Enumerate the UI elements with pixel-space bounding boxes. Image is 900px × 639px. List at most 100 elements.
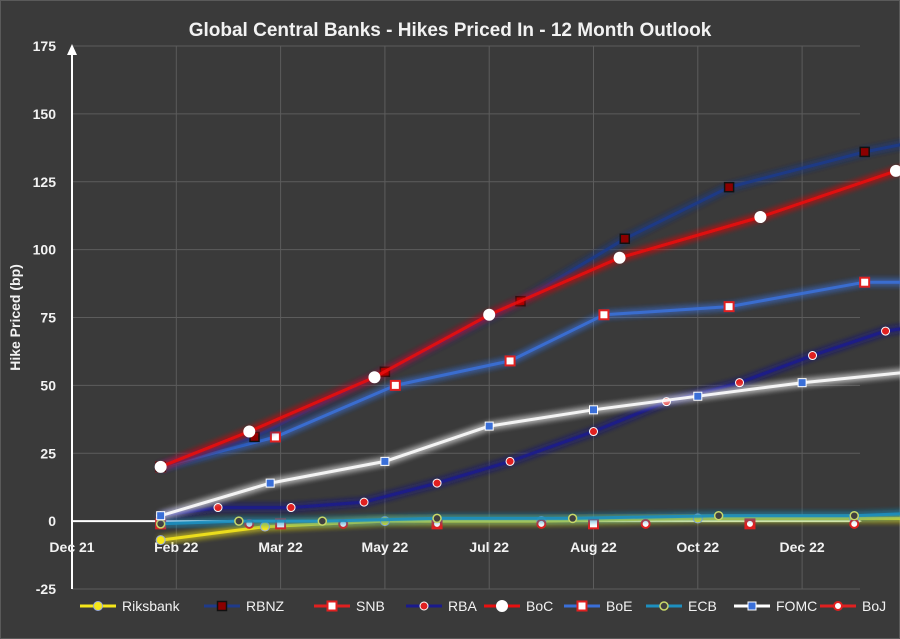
data-point	[619, 233, 631, 245]
data-point	[213, 503, 223, 513]
legend-item-boc[interactable]: BoC	[484, 598, 553, 614]
y-tick-label: 175	[33, 38, 57, 54]
data-point	[234, 516, 244, 526]
data-point	[723, 181, 735, 193]
x-tick-label: Mar 22	[258, 539, 303, 555]
x-tick-label: Dec 22	[780, 539, 825, 555]
data-point	[754, 211, 767, 224]
legend-label: RBNZ	[246, 598, 285, 614]
data-point	[598, 309, 610, 321]
data-point	[432, 513, 442, 524]
x-tick-label: Dec 21	[49, 539, 94, 555]
series-boc	[154, 164, 900, 473]
data-point	[504, 355, 516, 367]
data-point	[269, 431, 281, 443]
chart-title: Global Central Banks - Hikes Priced In -…	[189, 20, 712, 41]
y-tick-label: 100	[33, 242, 57, 258]
data-point	[859, 276, 871, 288]
legend-item-rba[interactable]: RBA	[406, 598, 477, 614]
y-tick-label: 150	[33, 106, 57, 122]
y-tick-label: 25	[40, 445, 56, 461]
data-point	[613, 251, 626, 264]
data-point	[881, 326, 891, 336]
data-point	[536, 518, 547, 529]
legend-item-snb[interactable]: SNB	[314, 598, 385, 614]
y-tick-label: 125	[33, 174, 57, 190]
series-line-boc	[159, 168, 900, 469]
data-point	[576, 600, 588, 612]
legend-label: ECB	[688, 598, 717, 614]
x-tick-label: Feb 22	[154, 539, 199, 555]
data-point	[859, 146, 870, 158]
data-point	[155, 519, 166, 529]
data-point	[155, 535, 166, 546]
y-axis-label: Hike Priced (bp)	[7, 264, 23, 371]
data-point	[326, 600, 338, 612]
legend-label: FOMC	[776, 598, 817, 614]
data-point	[359, 497, 369, 507]
data-point	[368, 371, 381, 384]
data-point	[419, 601, 429, 611]
y-tick-label: -25	[36, 581, 56, 597]
series-boe	[155, 276, 900, 473]
data-point	[483, 308, 496, 321]
legend-item-rbnz[interactable]: RBNZ	[204, 598, 285, 614]
data-point	[589, 427, 598, 437]
data-point	[380, 456, 390, 466]
data-point	[735, 378, 745, 388]
data-point	[723, 301, 735, 313]
data-point	[833, 601, 843, 611]
legend-label: BoC	[526, 598, 553, 614]
x-tick-label: Oct 22	[676, 539, 719, 555]
data-point	[640, 518, 651, 529]
data-point	[747, 601, 757, 611]
legend-label: BoE	[606, 598, 632, 614]
legend-label: Riksbank	[122, 598, 181, 614]
data-point	[317, 516, 328, 526]
legend-label: SNB	[356, 598, 385, 614]
series-line-rbnz	[159, 143, 900, 469]
y-tick-label: 50	[40, 377, 56, 393]
series-rba	[156, 326, 900, 521]
data-point	[808, 351, 818, 361]
data-point	[216, 600, 228, 612]
data-point	[589, 405, 598, 415]
series-ecb	[155, 510, 900, 529]
x-tick-label: Jul 22	[469, 539, 509, 555]
legend-item-fomc[interactable]: FOMC	[734, 598, 817, 614]
x-tick-label: May 22	[362, 539, 409, 555]
legend-item-riksbank[interactable]: Riksbank	[80, 598, 181, 614]
data-point	[567, 513, 578, 524]
series-line-rba	[159, 327, 900, 518]
series-rbnz	[155, 143, 900, 473]
data-point	[496, 600, 508, 612]
data-point	[889, 164, 900, 177]
data-point	[286, 503, 296, 513]
data-point	[243, 425, 256, 438]
y-tick-label: 75	[40, 310, 56, 326]
legend-item-ecb[interactable]: ECB	[646, 598, 717, 614]
x-tick-label: Aug 22	[570, 539, 617, 555]
data-point	[265, 478, 275, 488]
data-point	[484, 421, 494, 431]
data-point	[849, 518, 860, 529]
data-point	[744, 518, 755, 529]
y-axis-arrow	[67, 44, 77, 55]
data-point	[156, 511, 166, 521]
data-point	[797, 378, 807, 388]
legend-label: BoJ	[862, 598, 886, 614]
data-point	[693, 391, 703, 401]
data-point	[505, 456, 515, 466]
series-fomc	[156, 371, 900, 521]
legend-label: RBA	[448, 598, 477, 614]
y-tick-label: 0	[48, 513, 56, 529]
legend: Riksbank RBNZ SNB RBA BoC BoE ECB FOMC BoJ	[80, 598, 886, 614]
data-point	[713, 510, 724, 521]
data-point	[849, 510, 859, 521]
legend-item-boe[interactable]: BoE	[564, 598, 632, 614]
data-point	[389, 379, 401, 391]
data-point	[659, 601, 669, 611]
legend-item-boj[interactable]: BoJ	[820, 598, 886, 614]
